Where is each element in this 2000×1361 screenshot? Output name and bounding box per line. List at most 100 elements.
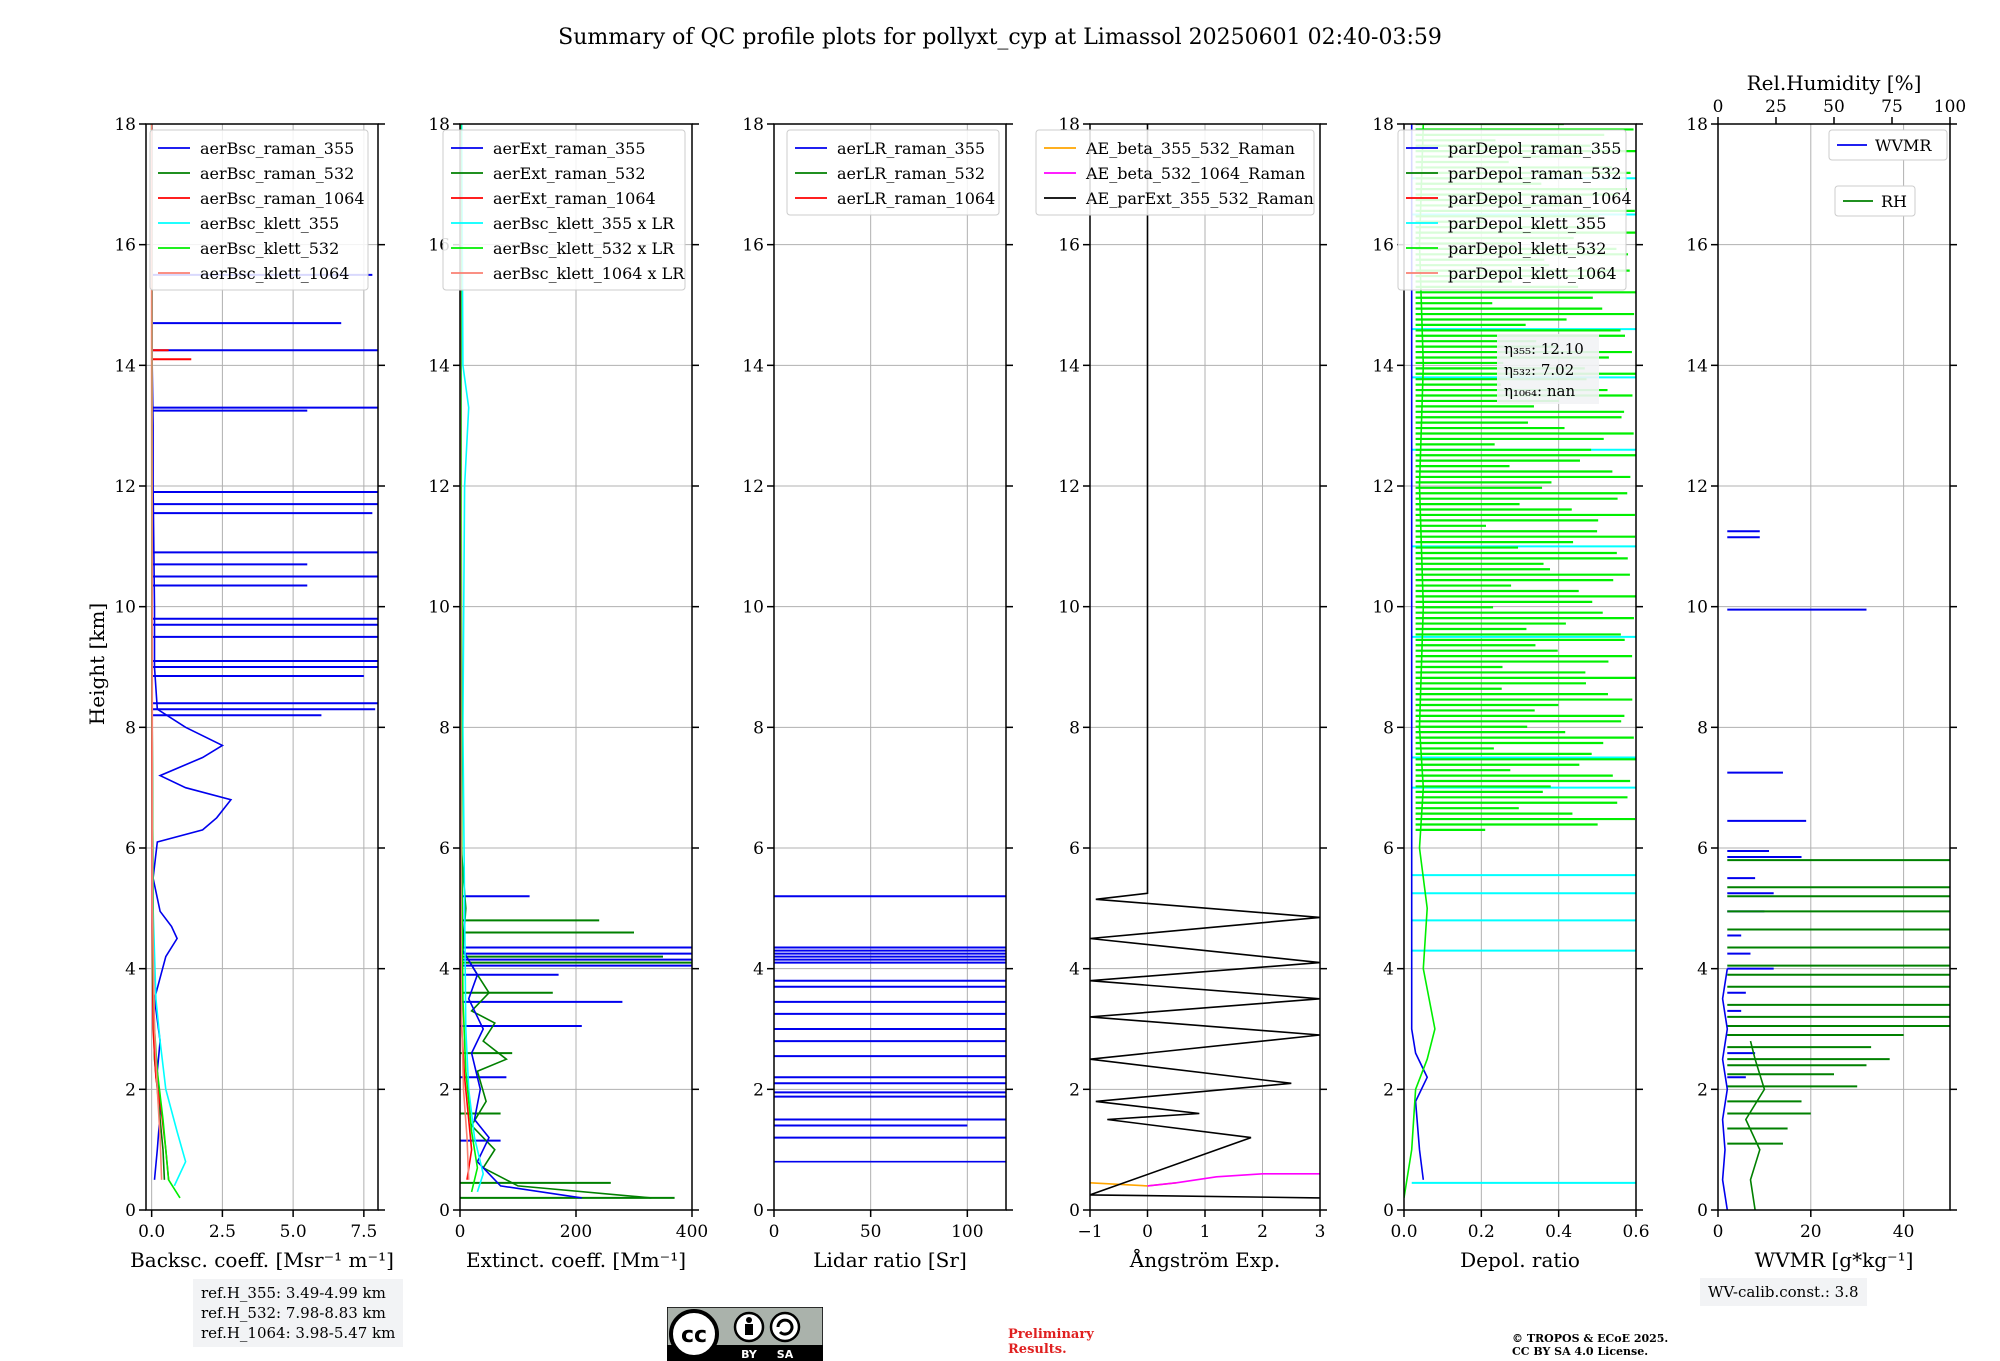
panel-bsc: 0 2 4 6 8 10 12 14 16 18 0.0 2.5 5.0 7.5 Backsc. coeff… bbox=[114, 115, 394, 1272]
top-axis-label: Rel.Humidity [%] bbox=[1747, 71, 1922, 95]
legend-label: aerExt_raman_532 bbox=[493, 164, 646, 183]
legend-label: aerBsc_klett_532 x LR bbox=[493, 239, 675, 258]
y-tick-label: 10 bbox=[114, 598, 136, 618]
y-tick-label: 2 bbox=[1697, 1080, 1708, 1100]
y-tick-label: 4 bbox=[125, 960, 136, 980]
panel-lr: 0 2 4 6 8 10 12 14 16 18 0 50 100 Lidar ratio [Sr] aer… bbox=[742, 115, 1013, 1272]
y-tick-label: 12 bbox=[1372, 477, 1394, 497]
axes-frame bbox=[145, 123, 379, 1211]
x-tick-label: 3 bbox=[1315, 1222, 1326, 1242]
y-tick-label: 14 bbox=[742, 356, 764, 376]
x-tick-label: 2.5 bbox=[209, 1222, 236, 1242]
axes-frame bbox=[773, 123, 1007, 1211]
top-x-tick-label: 100 bbox=[1934, 97, 1966, 117]
y-tick-label: 2 bbox=[1069, 1080, 1080, 1100]
series-line-ae-parext-355-532-raman bbox=[1090, 124, 1320, 1199]
legend-box bbox=[442, 129, 686, 291]
y-tick-label: 18 bbox=[742, 115, 764, 135]
legend-label: aerBsc_klett_532 bbox=[200, 239, 339, 258]
y-tick-label: 2 bbox=[439, 1080, 450, 1100]
x-axis-label: WVMR [g*kg⁻¹] bbox=[1755, 1248, 1914, 1272]
y-tick-label: 14 bbox=[1058, 356, 1080, 376]
x-axis-label: Lidar ratio [Sr] bbox=[813, 1248, 967, 1272]
y-tick-label: 10 bbox=[1058, 598, 1080, 618]
y-tick-label: 12 bbox=[742, 477, 764, 497]
x-tick-label: 0.4 bbox=[1545, 1222, 1572, 1242]
y-tick-label: 8 bbox=[439, 718, 450, 738]
plot-area bbox=[1404, 124, 1636, 1199]
x-axis-label: Ångström Exp. bbox=[1129, 1247, 1280, 1272]
x-axis-label: Extinct. coeff. [Mm⁻¹] bbox=[466, 1248, 686, 1272]
axes-frame bbox=[1403, 123, 1637, 1211]
y-tick-label: 6 bbox=[1069, 839, 1080, 859]
legend-label: aerLR_raman_532 bbox=[837, 164, 985, 183]
legend-label: AE_parExt_355_532_Raman bbox=[1085, 189, 1314, 208]
legend-box bbox=[1828, 129, 1948, 161]
x-tick-label: 1 bbox=[1200, 1222, 1211, 1242]
legend-box bbox=[1397, 129, 1627, 291]
series-line-aerbsc-klett-355-x-lr bbox=[460, 124, 485, 1193]
y-tick-label: 6 bbox=[439, 839, 450, 859]
series-line-ae-beta-532-1064-raman bbox=[1147, 1173, 1320, 1187]
y-tick-label: 2 bbox=[1383, 1080, 1394, 1100]
y-tick-label: 18 bbox=[1686, 115, 1708, 135]
plot-area bbox=[774, 895, 1006, 1163]
legend-label: RH bbox=[1881, 192, 1907, 211]
y-tick-label: 14 bbox=[1372, 356, 1394, 376]
y-tick-label: 12 bbox=[1058, 477, 1080, 497]
y-tick-label: 0 bbox=[1697, 1201, 1708, 1221]
series-line-aerbsc-klett-1064 bbox=[150, 124, 163, 1180]
y-tick-label: 4 bbox=[1069, 960, 1080, 980]
x-tick-label: −1 bbox=[1077, 1222, 1102, 1242]
x-tick-label: 200 bbox=[560, 1222, 592, 1242]
ref-height-532: ref.H_532: 7.98-8.83 km bbox=[201, 1304, 386, 1322]
x-tick-label: 0 bbox=[455, 1222, 466, 1242]
legend-label: aerExt_raman_355 bbox=[493, 139, 646, 158]
x-tick-label: 100 bbox=[951, 1222, 983, 1242]
annotation-text: η₁₀₆₄: nan bbox=[1504, 382, 1575, 400]
y-tick-label: 16 bbox=[1686, 236, 1708, 256]
y-tick-label: 0 bbox=[753, 1201, 764, 1221]
series-line-rh bbox=[1744, 1040, 1766, 1210]
y-tick-label: 0 bbox=[1069, 1201, 1080, 1221]
x-axis-label: Depol. ratio bbox=[1460, 1248, 1580, 1272]
axes-frame bbox=[1717, 123, 1951, 1211]
x-tick-label: 7.5 bbox=[350, 1222, 377, 1242]
x-tick-label: 0.2 bbox=[1468, 1222, 1495, 1242]
annotation-box bbox=[1497, 334, 1599, 404]
legend-label: aerBsc_raman_355 bbox=[200, 139, 354, 158]
y-tick-label: 10 bbox=[428, 598, 450, 618]
y-tick-label: 8 bbox=[1697, 718, 1708, 738]
top-x-tick-label: 50 bbox=[1823, 97, 1845, 117]
preliminary-note: Preliminary Results. bbox=[1008, 1327, 1094, 1357]
copyright-note: © TROPOS & ECoE 2025. CC BY SA 4.0 Licen… bbox=[1512, 1332, 1668, 1358]
x-tick-label: 400 bbox=[676, 1222, 708, 1242]
series-line-aerbsc-klett-1064-x-lr bbox=[460, 124, 470, 1180]
y-axis-label: Height [km] bbox=[85, 603, 109, 725]
x-tick-label: 5.0 bbox=[280, 1222, 307, 1242]
legend-box bbox=[1834, 185, 1916, 217]
y-tick-label: 14 bbox=[114, 356, 136, 376]
y-tick-label: 4 bbox=[753, 960, 764, 980]
legend-label: parDepol_klett_532 bbox=[1448, 239, 1606, 258]
y-tick-label: 16 bbox=[1058, 236, 1080, 256]
legend-label: aerBsc_klett_355 bbox=[200, 214, 339, 233]
wv-calibration-box: WV-calib.const.: 3.8 bbox=[1700, 1278, 1867, 1306]
copyright-line-1: © TROPOS & ECoE 2025. bbox=[1512, 1332, 1669, 1345]
y-tick-label: 2 bbox=[753, 1080, 764, 1100]
legend-label: AE_beta_355_532_Raman bbox=[1085, 139, 1295, 158]
y-tick-label: 6 bbox=[1697, 839, 1708, 859]
y-tick-label: 12 bbox=[1686, 477, 1708, 497]
plot-area bbox=[1090, 124, 1320, 1199]
cc-by-sa-license-badge: cc BY SA bbox=[667, 1307, 823, 1361]
legend-label: parDepol_raman_355 bbox=[1448, 139, 1621, 158]
y-tick-label: 18 bbox=[114, 115, 136, 135]
y-tick-label: 16 bbox=[1372, 236, 1394, 256]
series-line-pardepol-raman-355 bbox=[1410, 124, 1429, 1180]
legend-label: parDepol_klett_1064 bbox=[1448, 264, 1617, 283]
sa-label: SA bbox=[777, 1348, 794, 1361]
annotation-text: η₅₃₂: 7.02 bbox=[1504, 361, 1574, 379]
axes-frame bbox=[459, 123, 693, 1211]
preliminary-line-1: Preliminary bbox=[1008, 1327, 1094, 1342]
